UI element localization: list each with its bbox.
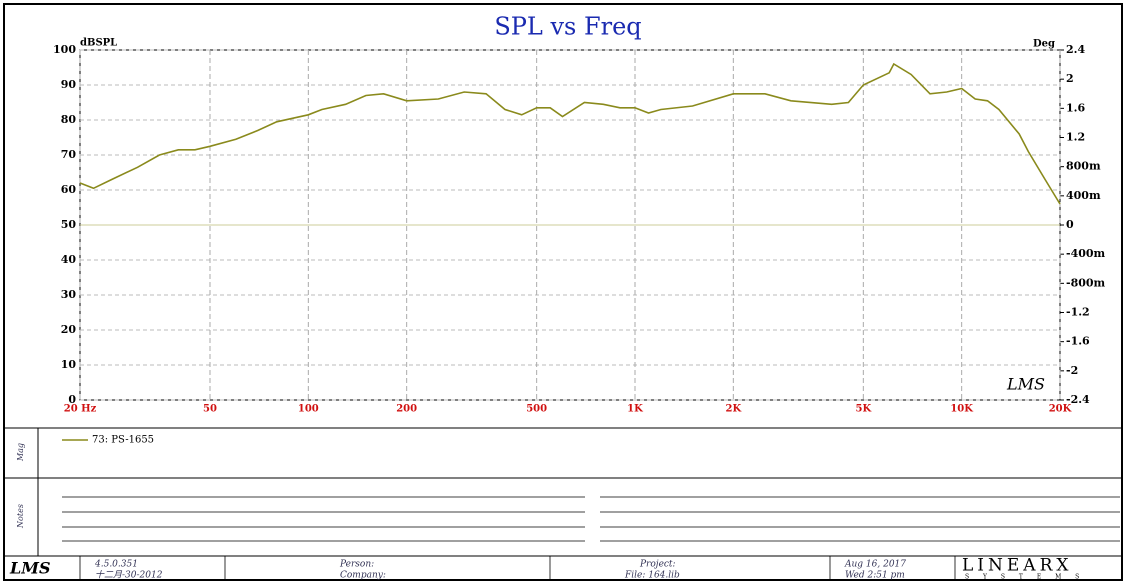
y-tick-label: 60 — [61, 183, 77, 196]
y2-tick-label: -1.2 — [1066, 306, 1090, 319]
y2-tick-label: -800m — [1066, 276, 1106, 289]
y-tick-label: 50 — [61, 218, 77, 231]
legend-label: 73: PS-1655 — [92, 435, 154, 446]
stamp: LMS — [1006, 375, 1045, 394]
y-tick-label: 90 — [61, 78, 77, 91]
x-tick-label: 20K — [1049, 404, 1072, 415]
y-tick-label: 10 — [61, 358, 77, 371]
x-tick-label: 50 — [203, 404, 217, 415]
logo: LMS — [9, 559, 51, 578]
y2-tick-label: -2 — [1066, 364, 1078, 377]
notes-lines — [62, 496, 1120, 580]
x-tick-label: 10K — [950, 404, 973, 415]
x-tick-label: 5K — [855, 404, 871, 415]
y2-tick-label: 0 — [1066, 218, 1074, 231]
version: 4.5.0.351 — [94, 560, 138, 570]
company: Company: — [340, 571, 386, 581]
x-tick-label: 20 Hz — [64, 404, 97, 415]
frame — [3, 3, 1123, 581]
brand: LINEARX — [962, 556, 1072, 576]
x-tick-label: 1K — [627, 404, 643, 415]
y2-tick-label: 800m — [1066, 160, 1101, 173]
y2-tick-label: -1.6 — [1066, 335, 1090, 348]
mag-label: Mag — [16, 443, 25, 462]
y2-tick-label: 2 — [1066, 72, 1074, 85]
y2-tick-label: 2.4 — [1066, 43, 1085, 56]
y-tick-label: 30 — [61, 288, 77, 301]
chart-title: SPL vs Freq — [494, 13, 641, 41]
y2-axis-label: Deg — [1033, 39, 1055, 50]
series-line — [79, 62, 1061, 205]
y2-tick-label: -2.4 — [1066, 393, 1090, 406]
y-tick-label: 80 — [61, 113, 77, 126]
y-tick-label: 0 — [68, 393, 76, 406]
x-tick-label: 500 — [526, 404, 547, 415]
x-tick-label: 200 — [396, 404, 417, 415]
y-axis-label: dBSPL — [80, 38, 117, 49]
x-tick-label: 100 — [298, 404, 319, 415]
project: Project: — [639, 560, 676, 570]
y2-tick-label: -400m — [1066, 247, 1106, 260]
y2-tick-label: 1.2 — [1066, 131, 1085, 144]
y-tick-label: 40 — [61, 253, 77, 266]
time: Wed 2:51 pm — [845, 571, 905, 581]
y-tick-label: 100 — [53, 43, 76, 56]
y2-tick-label: 1.6 — [1066, 101, 1085, 114]
y-tick-label: 70 — [61, 148, 77, 161]
y2-tick-label: 400m — [1066, 189, 1101, 202]
y-tick-label: 20 — [61, 323, 77, 336]
file: File: 164.lib — [624, 571, 680, 581]
person: Person: — [339, 560, 374, 570]
brand-sub: S Y S T E M S — [965, 574, 1085, 581]
date: Aug 16, 2017 — [844, 560, 906, 570]
version-date: 十二月-30-2012 — [95, 570, 163, 581]
notes-label: Notes — [16, 504, 25, 529]
x-tick-label: 2K — [726, 404, 742, 415]
